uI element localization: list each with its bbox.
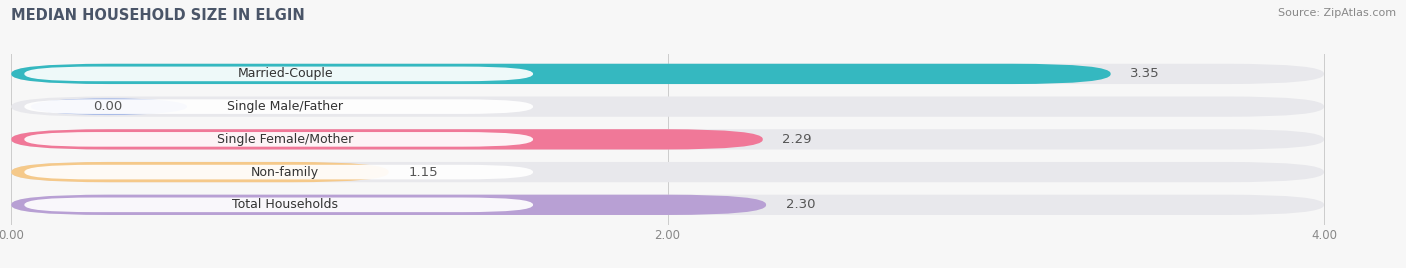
FancyBboxPatch shape bbox=[24, 132, 533, 147]
FancyBboxPatch shape bbox=[24, 66, 533, 81]
Text: 2.30: 2.30 bbox=[786, 198, 815, 211]
Text: Single Male/Father: Single Male/Father bbox=[228, 100, 343, 113]
Text: Non-family: Non-family bbox=[252, 166, 319, 178]
Text: Single Female/Mother: Single Female/Mother bbox=[217, 133, 353, 146]
FancyBboxPatch shape bbox=[11, 195, 1324, 215]
FancyBboxPatch shape bbox=[11, 195, 766, 215]
Text: 2.29: 2.29 bbox=[783, 133, 813, 146]
Text: MEDIAN HOUSEHOLD SIZE IN ELGIN: MEDIAN HOUSEHOLD SIZE IN ELGIN bbox=[11, 8, 305, 23]
Text: Total Households: Total Households bbox=[232, 198, 339, 211]
FancyBboxPatch shape bbox=[11, 162, 388, 182]
FancyBboxPatch shape bbox=[11, 64, 1324, 84]
Text: Married-Couple: Married-Couple bbox=[238, 67, 333, 80]
Text: 3.35: 3.35 bbox=[1130, 67, 1160, 80]
FancyBboxPatch shape bbox=[24, 99, 533, 114]
FancyBboxPatch shape bbox=[11, 129, 763, 150]
FancyBboxPatch shape bbox=[11, 64, 1111, 84]
Text: 0.00: 0.00 bbox=[93, 100, 122, 113]
FancyBboxPatch shape bbox=[24, 198, 533, 212]
FancyBboxPatch shape bbox=[11, 129, 1324, 150]
Text: 1.15: 1.15 bbox=[408, 166, 437, 178]
FancyBboxPatch shape bbox=[24, 165, 533, 179]
Circle shape bbox=[31, 99, 186, 114]
Text: Source: ZipAtlas.com: Source: ZipAtlas.com bbox=[1278, 8, 1396, 18]
FancyBboxPatch shape bbox=[11, 96, 1324, 117]
FancyBboxPatch shape bbox=[11, 162, 1324, 182]
